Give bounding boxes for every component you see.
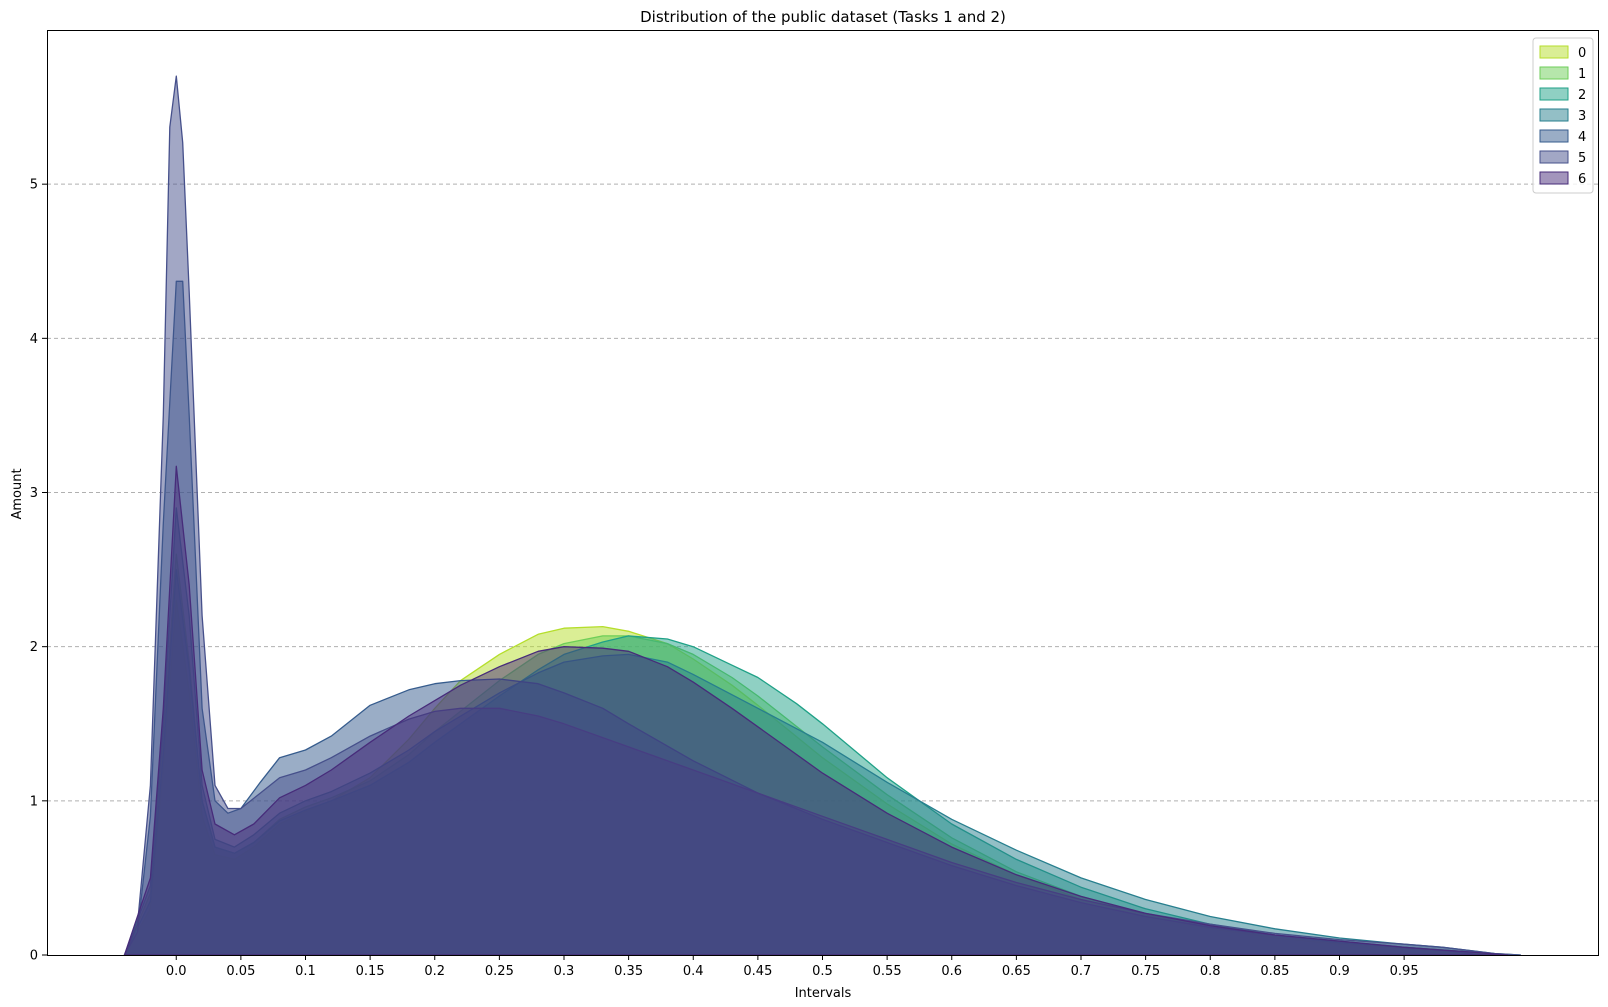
x-tick-label: 0.6 [941, 964, 962, 979]
legend-swatch [1539, 171, 1569, 185]
x-tick-label: 0.9 [1329, 964, 1350, 979]
x-tick-label: 0.45 [743, 964, 772, 979]
x-tick-label: 0.7 [1071, 964, 1092, 979]
x-tick-label: 0.0 [166, 964, 187, 979]
legend-label: 0 [1578, 46, 1586, 61]
area-series-6 [123, 465, 1509, 956]
x-tick-label: 0.4 [683, 964, 704, 979]
y-axis: 0 1 2 3 4 5 [30, 178, 47, 964]
x-tick-label: 0.3 [554, 964, 575, 979]
x-tick-label: 0.05 [226, 964, 255, 979]
y-tick-label: 2 [30, 640, 38, 655]
x-tick-label: 0.65 [1002, 964, 1031, 979]
legend-label: 2 [1578, 88, 1586, 103]
legend-swatch [1539, 129, 1569, 143]
x-axis-label: Intervals [795, 986, 852, 1001]
x-tick-label: 0.35 [614, 964, 643, 979]
legend-swatch [1539, 66, 1569, 80]
x-axis: 0.0 0.05 0.1 0.15 0.2 0.25 0.3 0.35 0.4 0.45 0.5 0.… [166, 955, 1419, 979]
x-tick-label: 0.1 [295, 964, 316, 979]
legend-label: 6 [1578, 172, 1586, 187]
x-tick-label: 0.15 [356, 964, 385, 979]
legend-swatch [1539, 45, 1569, 59]
y-tick-label: 3 [30, 486, 38, 501]
y-axis-label: Amount [10, 468, 25, 519]
legend-label: 1 [1578, 67, 1586, 82]
x-tick-label: 0.2 [424, 964, 445, 979]
x-tick-label: 0.55 [873, 964, 902, 979]
area-series [123, 75, 1522, 956]
legend-label: 3 [1578, 109, 1586, 124]
x-tick-label: 0.5 [812, 964, 833, 979]
legend-swatch [1539, 87, 1569, 101]
y-tick-label: 0 [30, 949, 38, 964]
y-tick-label: 1 [30, 794, 38, 809]
x-tick-label: 0.25 [485, 964, 514, 979]
legend-swatch [1539, 108, 1569, 122]
y-tick-label: 5 [30, 178, 38, 193]
x-tick-label: 0.95 [1390, 964, 1419, 979]
legend-label: 4 [1578, 130, 1586, 145]
legend: 0 1 2 3 4 5 6 [1532, 37, 1594, 194]
legend-swatch [1539, 150, 1569, 164]
legend-label: 5 [1578, 151, 1586, 166]
x-tick-label: 0.8 [1200, 964, 1221, 979]
x-tick-label: 0.75 [1131, 964, 1160, 979]
x-tick-label: 0.85 [1260, 964, 1289, 979]
y-tick-label: 4 [30, 332, 38, 347]
chart-title: Distribution of the public dataset (Task… [640, 8, 1006, 26]
